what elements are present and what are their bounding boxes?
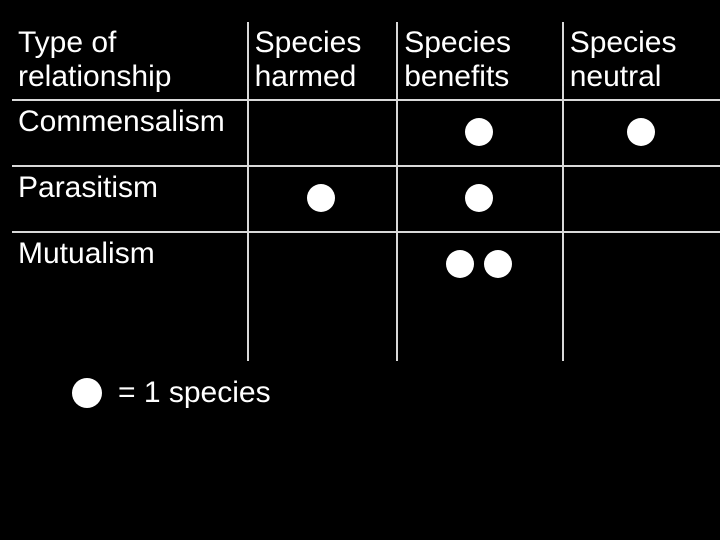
species-dot-icon (465, 118, 493, 146)
cell-harmed (248, 232, 398, 297)
table-row: Mutualism (12, 232, 720, 297)
species-dot-icon (484, 250, 512, 278)
species-dot-icon (307, 184, 335, 212)
cell-neutral (563, 100, 720, 166)
spacer-cell (397, 297, 562, 361)
row-label: Commensalism (12, 100, 248, 166)
species-dot-icon (446, 250, 474, 278)
table-row-spacer (12, 297, 720, 361)
row-label: Mutualism (12, 232, 248, 297)
cell-benefits (397, 100, 562, 166)
cell-harmed (248, 166, 398, 232)
species-dot-icon (627, 118, 655, 146)
legend-dot-icon (72, 378, 102, 408)
table-row: Commensalism (12, 100, 720, 166)
spacer-cell (563, 297, 720, 361)
table-row: Parasitism (12, 166, 720, 232)
table-header-row: Type of relationship Species harmed Spec… (12, 22, 720, 100)
relationships-table: Type of relationship Species harmed Spec… (12, 22, 720, 361)
slide-stage: Type of relationship Species harmed Spec… (0, 0, 720, 540)
col-header-benefits: Species benefits (397, 22, 562, 100)
col-header-neutral: Species neutral (563, 22, 720, 100)
species-dot-icon (465, 184, 493, 212)
cell-neutral (563, 232, 720, 297)
spacer-cell (12, 297, 248, 361)
legend-text: = 1 species (118, 376, 271, 410)
cell-neutral (563, 166, 720, 232)
spacer-cell (248, 297, 398, 361)
cell-benefits (397, 166, 562, 232)
cell-benefits (397, 232, 562, 297)
col-header-harmed: Species harmed (248, 22, 398, 100)
row-label: Parasitism (12, 166, 248, 232)
legend: = 1 species (72, 376, 271, 410)
cell-harmed (248, 100, 398, 166)
col-header-relationship: Type of relationship (12, 22, 248, 100)
